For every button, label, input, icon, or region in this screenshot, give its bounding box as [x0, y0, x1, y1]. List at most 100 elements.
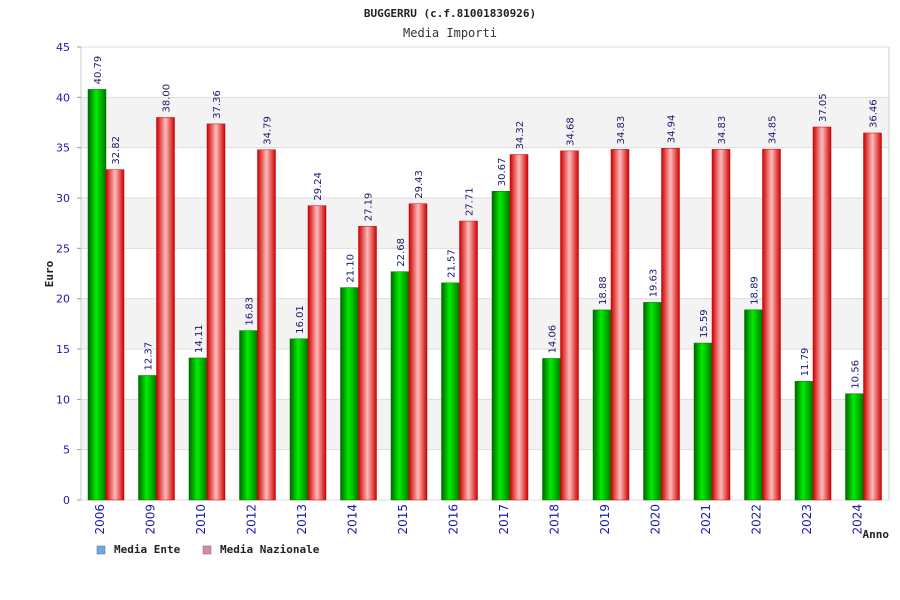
y-tick-label: 40: [56, 91, 70, 104]
x-tick-label: 2016: [447, 504, 461, 535]
bar-media-nazionale: [560, 150, 579, 501]
bar-media-ente: [188, 357, 208, 501]
value-label: 16.01: [295, 305, 306, 334]
bar-media-ente: [845, 393, 864, 501]
value-label: 19.63: [649, 269, 660, 298]
x-tick-label: 2018: [548, 504, 562, 535]
x-tick-label: 2024: [851, 504, 865, 535]
value-label: 37.36: [212, 90, 223, 119]
value-label: 32.82: [111, 136, 122, 165]
y-axis-ticks: 0 5 10 15 20 25 30 35 40 45: [56, 41, 81, 507]
legend-label-media-nazionale: Media Nazionale: [220, 543, 320, 556]
y-tick-label: 45: [56, 41, 70, 54]
x-tick-label: 2006: [93, 504, 107, 535]
value-label: 27.71: [465, 187, 476, 216]
bar-media-ente: [441, 282, 460, 501]
bar-media-ente: [239, 330, 258, 501]
value-label: 34.83: [717, 116, 728, 145]
value-label: 18.89: [750, 276, 761, 305]
plot-band: [81, 47, 889, 98]
legend-swatch-media-ente: [96, 545, 106, 555]
value-label: 27.19: [364, 193, 375, 222]
legend: Media Ente Media Nazionale: [96, 543, 320, 556]
bar-media-nazionale: [257, 149, 276, 501]
x-tick-label: 2013: [295, 504, 309, 535]
bar-media-ente: [693, 342, 713, 501]
bar-media-ente: [794, 381, 814, 501]
bar-media-nazionale: [156, 117, 175, 501]
value-label: 34.79: [263, 116, 274, 145]
value-label: 12.37: [144, 342, 155, 371]
bar-media-ente: [138, 375, 157, 501]
y-tick-label: 5: [63, 444, 70, 457]
bar-media-nazionale: [661, 148, 680, 501]
value-label: 18.88: [598, 276, 609, 305]
y-tick-label: 35: [56, 142, 70, 155]
bar-media-ente: [592, 309, 612, 501]
bar-media-ente: [491, 191, 511, 501]
x-axis-label: Anno: [863, 528, 890, 541]
bar-media-nazionale: [812, 126, 832, 501]
x-tick-label: 2012: [245, 504, 259, 535]
bar-media-ente: [87, 89, 107, 501]
y-tick-label: 0: [63, 494, 70, 507]
value-label: 36.46: [869, 99, 880, 128]
value-label: 29.24: [313, 172, 324, 201]
x-tick-label: 2019: [598, 504, 612, 535]
value-label: 29.43: [414, 170, 425, 199]
bar-media-ente: [643, 302, 662, 501]
value-label: 38.00: [162, 84, 173, 113]
bar-media-nazionale: [509, 154, 529, 501]
y-tick-label: 20: [56, 293, 70, 306]
value-label: 14.06: [548, 325, 559, 354]
bar-media-nazionale: [408, 203, 428, 501]
x-tick-label: 2020: [649, 504, 663, 535]
bar-media-nazionale: [459, 220, 478, 501]
value-label: 11.79: [800, 348, 811, 377]
legend-label-media-ente: Media Ente: [114, 543, 181, 556]
value-label: 34.68: [566, 117, 577, 146]
value-label: 21.10: [346, 254, 357, 283]
value-label: 34.83: [616, 116, 627, 145]
bar-media-ente: [289, 338, 309, 501]
bar-media-nazionale: [307, 205, 327, 501]
value-label: 34.94: [667, 115, 678, 144]
value-labels: 40.79 32.82 12.37 38.00 14.11 37.36 16.83 34.79…: [93, 56, 880, 389]
x-tick-label: 2015: [396, 504, 410, 535]
bar-media-nazionale: [863, 132, 882, 501]
x-axis-ticks: 2006 2009 2010 2012 2013 2014 2015 2016 2017 2018…: [93, 504, 865, 535]
x-tick-label: 2021: [699, 504, 713, 535]
value-label: 14.11: [194, 324, 205, 353]
y-tick-label: 10: [56, 393, 70, 406]
bar-media-nazionale: [711, 149, 731, 501]
y-tick-label: 30: [56, 192, 70, 205]
value-label: 22.68: [396, 238, 407, 267]
value-label: 16.83: [245, 297, 256, 326]
x-tick-label: 2023: [800, 504, 814, 535]
bar-media-nazionale: [206, 123, 226, 501]
bar-media-nazionale: [610, 149, 630, 501]
bar-media-ente: [744, 309, 763, 501]
x-tick-label: 2017: [497, 504, 511, 535]
y-tick-label: 15: [56, 343, 70, 356]
y-axis-label: Euro: [43, 260, 56, 287]
bar-media-nazionale: [105, 169, 125, 501]
value-label: 15.59: [699, 309, 710, 338]
value-label: 37.05: [818, 93, 829, 122]
value-label: 30.67: [497, 158, 508, 187]
x-tick-label: 2009: [144, 504, 158, 535]
value-label: 34.32: [515, 121, 526, 150]
x-tick-label: 2022: [750, 504, 764, 535]
chart-title: BUGGERRU (c.f.81001830926): [364, 7, 536, 20]
bar-media-nazionale: [358, 226, 377, 501]
x-tick-label: 2014: [346, 504, 360, 535]
value-label: 10.56: [851, 360, 862, 389]
bar-media-ente: [340, 287, 359, 501]
bar-media-ente: [390, 271, 410, 501]
value-label: 21.57: [447, 249, 458, 278]
value-label: 34.85: [768, 116, 779, 145]
bar-media-nazionale: [762, 148, 781, 501]
chart-subtitle: Media Importi: [403, 26, 497, 40]
value-label: 40.79: [93, 56, 104, 85]
